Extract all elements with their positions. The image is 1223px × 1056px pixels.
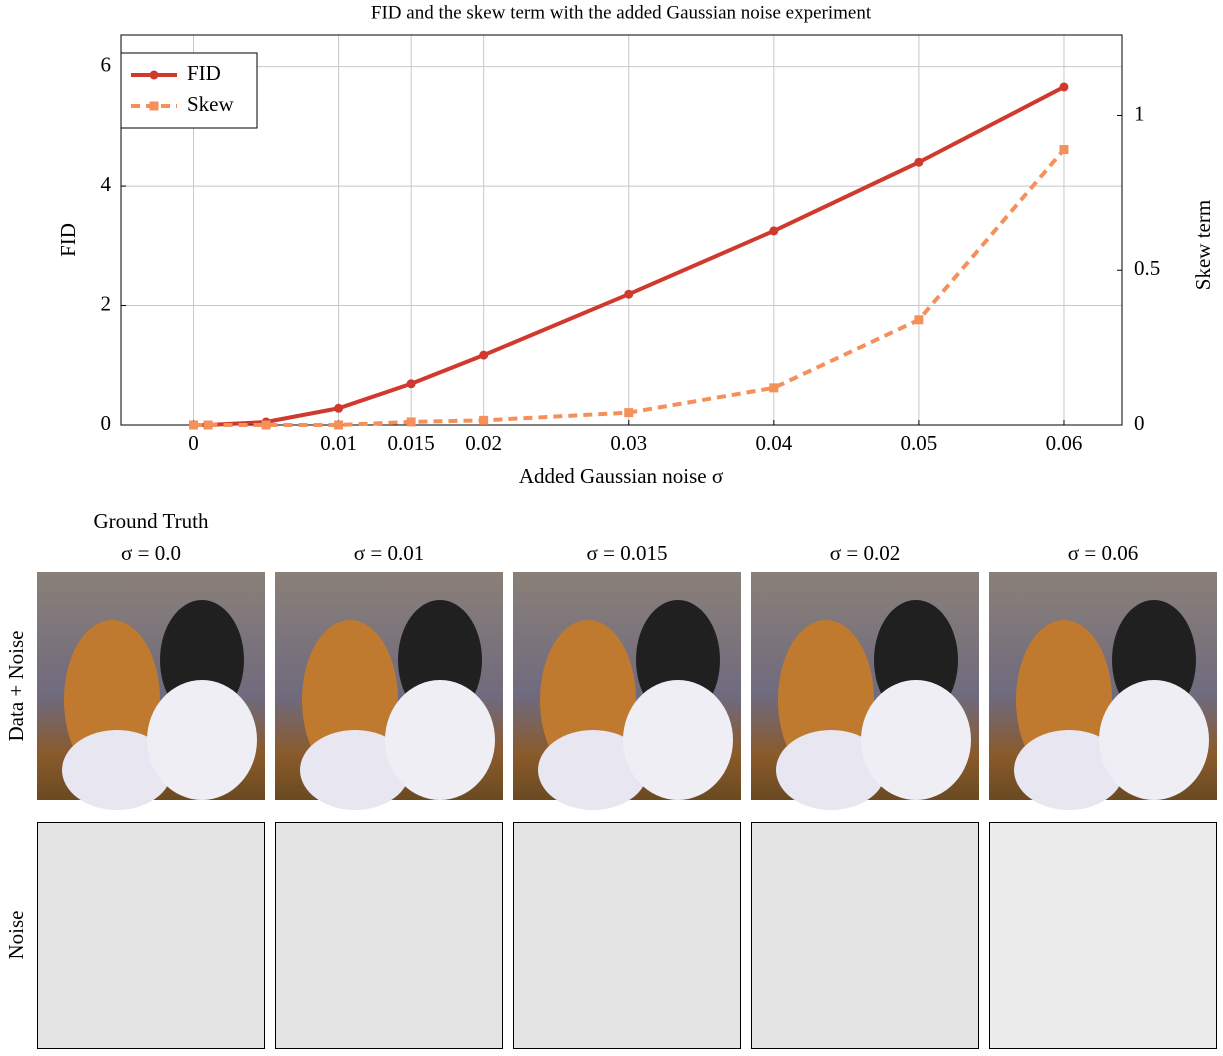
x-tick-label: 0.04 (755, 431, 792, 455)
ground-truth-label: Ground Truth (94, 509, 209, 533)
dog-left-body (300, 730, 410, 810)
y2-tick-label: 1 (1134, 101, 1145, 125)
dog-left-body (62, 730, 172, 810)
x-tick-label: 0.06 (1046, 431, 1083, 455)
dog-right-body (623, 680, 733, 800)
series-line (193, 148, 1066, 427)
plot-frame (120, 34, 1123, 426)
dog-right-body (1099, 680, 1209, 800)
y-tick-label: 0 (101, 411, 112, 435)
dog-right-body (385, 680, 495, 800)
y2-tick-label: 0.5 (1134, 256, 1160, 280)
y-tick-label: 2 (101, 291, 112, 315)
noise-image (37, 822, 265, 1049)
photo (37, 572, 265, 810)
column-label: σ = 0.06 (1068, 541, 1138, 565)
x-tick-label: 0.03 (610, 431, 647, 455)
legend-box (120, 52, 258, 129)
dog-left-body (776, 730, 886, 810)
y-tick-label: 4 (101, 172, 112, 196)
data-point (769, 383, 779, 393)
noise-image (751, 822, 979, 1049)
data-point (479, 415, 489, 425)
dog-right-body (147, 680, 257, 800)
dog-right-body (861, 680, 971, 800)
data-point (624, 289, 634, 299)
data-point (914, 157, 924, 167)
data-point (914, 315, 924, 325)
x-tick-label: 0.05 (901, 431, 938, 455)
legend-label: Skew (187, 92, 235, 116)
x-tick-label: 0 (188, 431, 199, 455)
dog-left-body (538, 730, 648, 810)
photo (513, 572, 741, 810)
data-point (1059, 82, 1069, 92)
column-label: σ = 0.02 (830, 541, 900, 565)
data-point (334, 403, 344, 413)
row-label: Noise (4, 911, 28, 960)
data-point (479, 350, 489, 360)
noise-image (513, 822, 741, 1049)
photo (989, 572, 1217, 810)
data-point (1059, 145, 1069, 155)
legend-marker (149, 101, 159, 111)
data-point (189, 420, 199, 430)
data-point (203, 420, 213, 430)
data-point (406, 417, 416, 427)
column-label: σ = 0.0 (121, 541, 181, 565)
series-line (193, 85, 1065, 427)
y2-axis-label: Skew term (1191, 200, 1215, 290)
dog-left-body (1014, 730, 1124, 810)
data-point (334, 420, 344, 430)
column-label: σ = 0.01 (354, 541, 424, 565)
photo (275, 572, 503, 810)
x-axis-label: Added Gaussian noise σ (519, 464, 723, 488)
data-point (769, 226, 779, 236)
data-point (406, 379, 416, 389)
column-label: σ = 0.015 (587, 541, 668, 565)
noise-image (275, 822, 503, 1049)
x-tick-label: 0.015 (388, 431, 435, 455)
noise-image (989, 822, 1217, 1049)
y-tick-label: 6 (101, 52, 112, 76)
data-point (624, 408, 634, 418)
x-tick-label: 0.01 (320, 431, 357, 455)
y-axis-label: FID (56, 223, 80, 257)
x-tick-label: 0.02 (465, 431, 502, 455)
chart-title: FID and the skew term with the added Gau… (371, 2, 872, 23)
y2-tick-label: 0 (1134, 411, 1145, 435)
row-label: Data + Noise (4, 631, 28, 742)
photo (751, 572, 979, 810)
data-point (261, 420, 271, 430)
legend-label: FID (187, 61, 221, 85)
legend-marker (149, 70, 159, 80)
